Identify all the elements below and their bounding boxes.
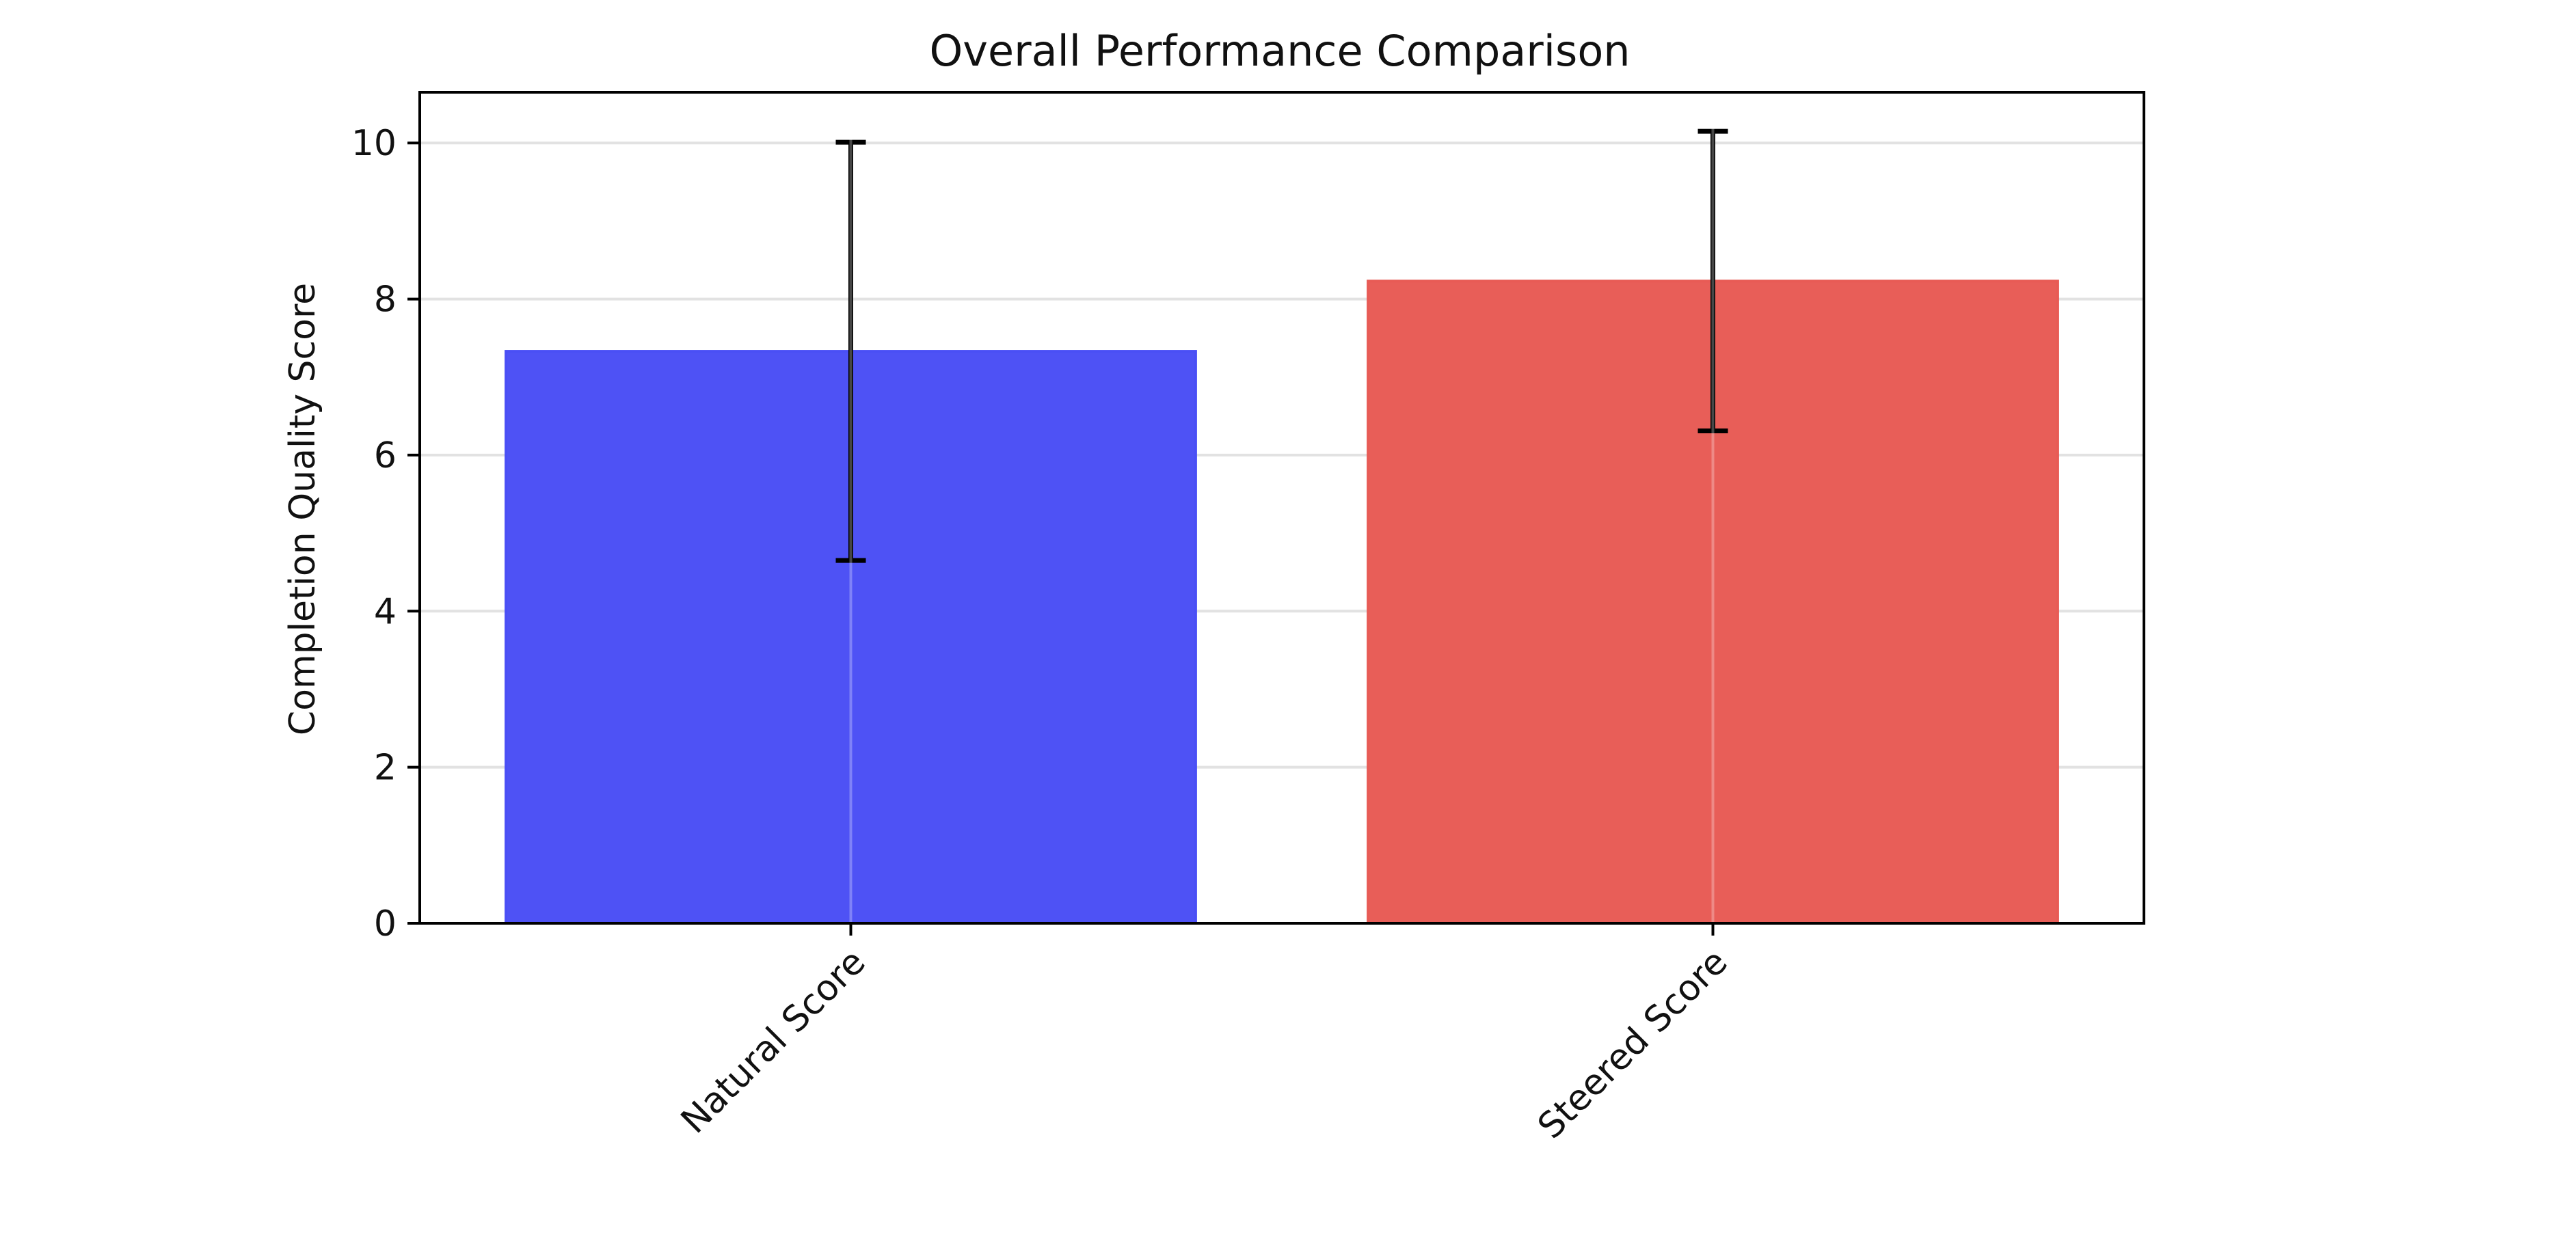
y-tick-label-5: 10 bbox=[351, 123, 397, 164]
y-tick-label-4: 8 bbox=[374, 280, 397, 321]
error-bars bbox=[835, 128, 1728, 563]
y-axis-ticks: 0 2 4 6 8 10 bbox=[351, 123, 420, 944]
vertical-grid bbox=[849, 92, 1715, 923]
y-tick-label-0: 0 bbox=[374, 903, 397, 944]
plot-frame bbox=[418, 91, 2145, 925]
y-tick-label-1: 2 bbox=[374, 748, 397, 789]
chart-title: Overall Performance Comparison bbox=[929, 26, 1630, 76]
y-tick-label-3: 6 bbox=[374, 435, 397, 476]
y-axis-label: Completion Quality Score bbox=[282, 283, 323, 735]
y-tick-label-2: 4 bbox=[374, 591, 397, 632]
